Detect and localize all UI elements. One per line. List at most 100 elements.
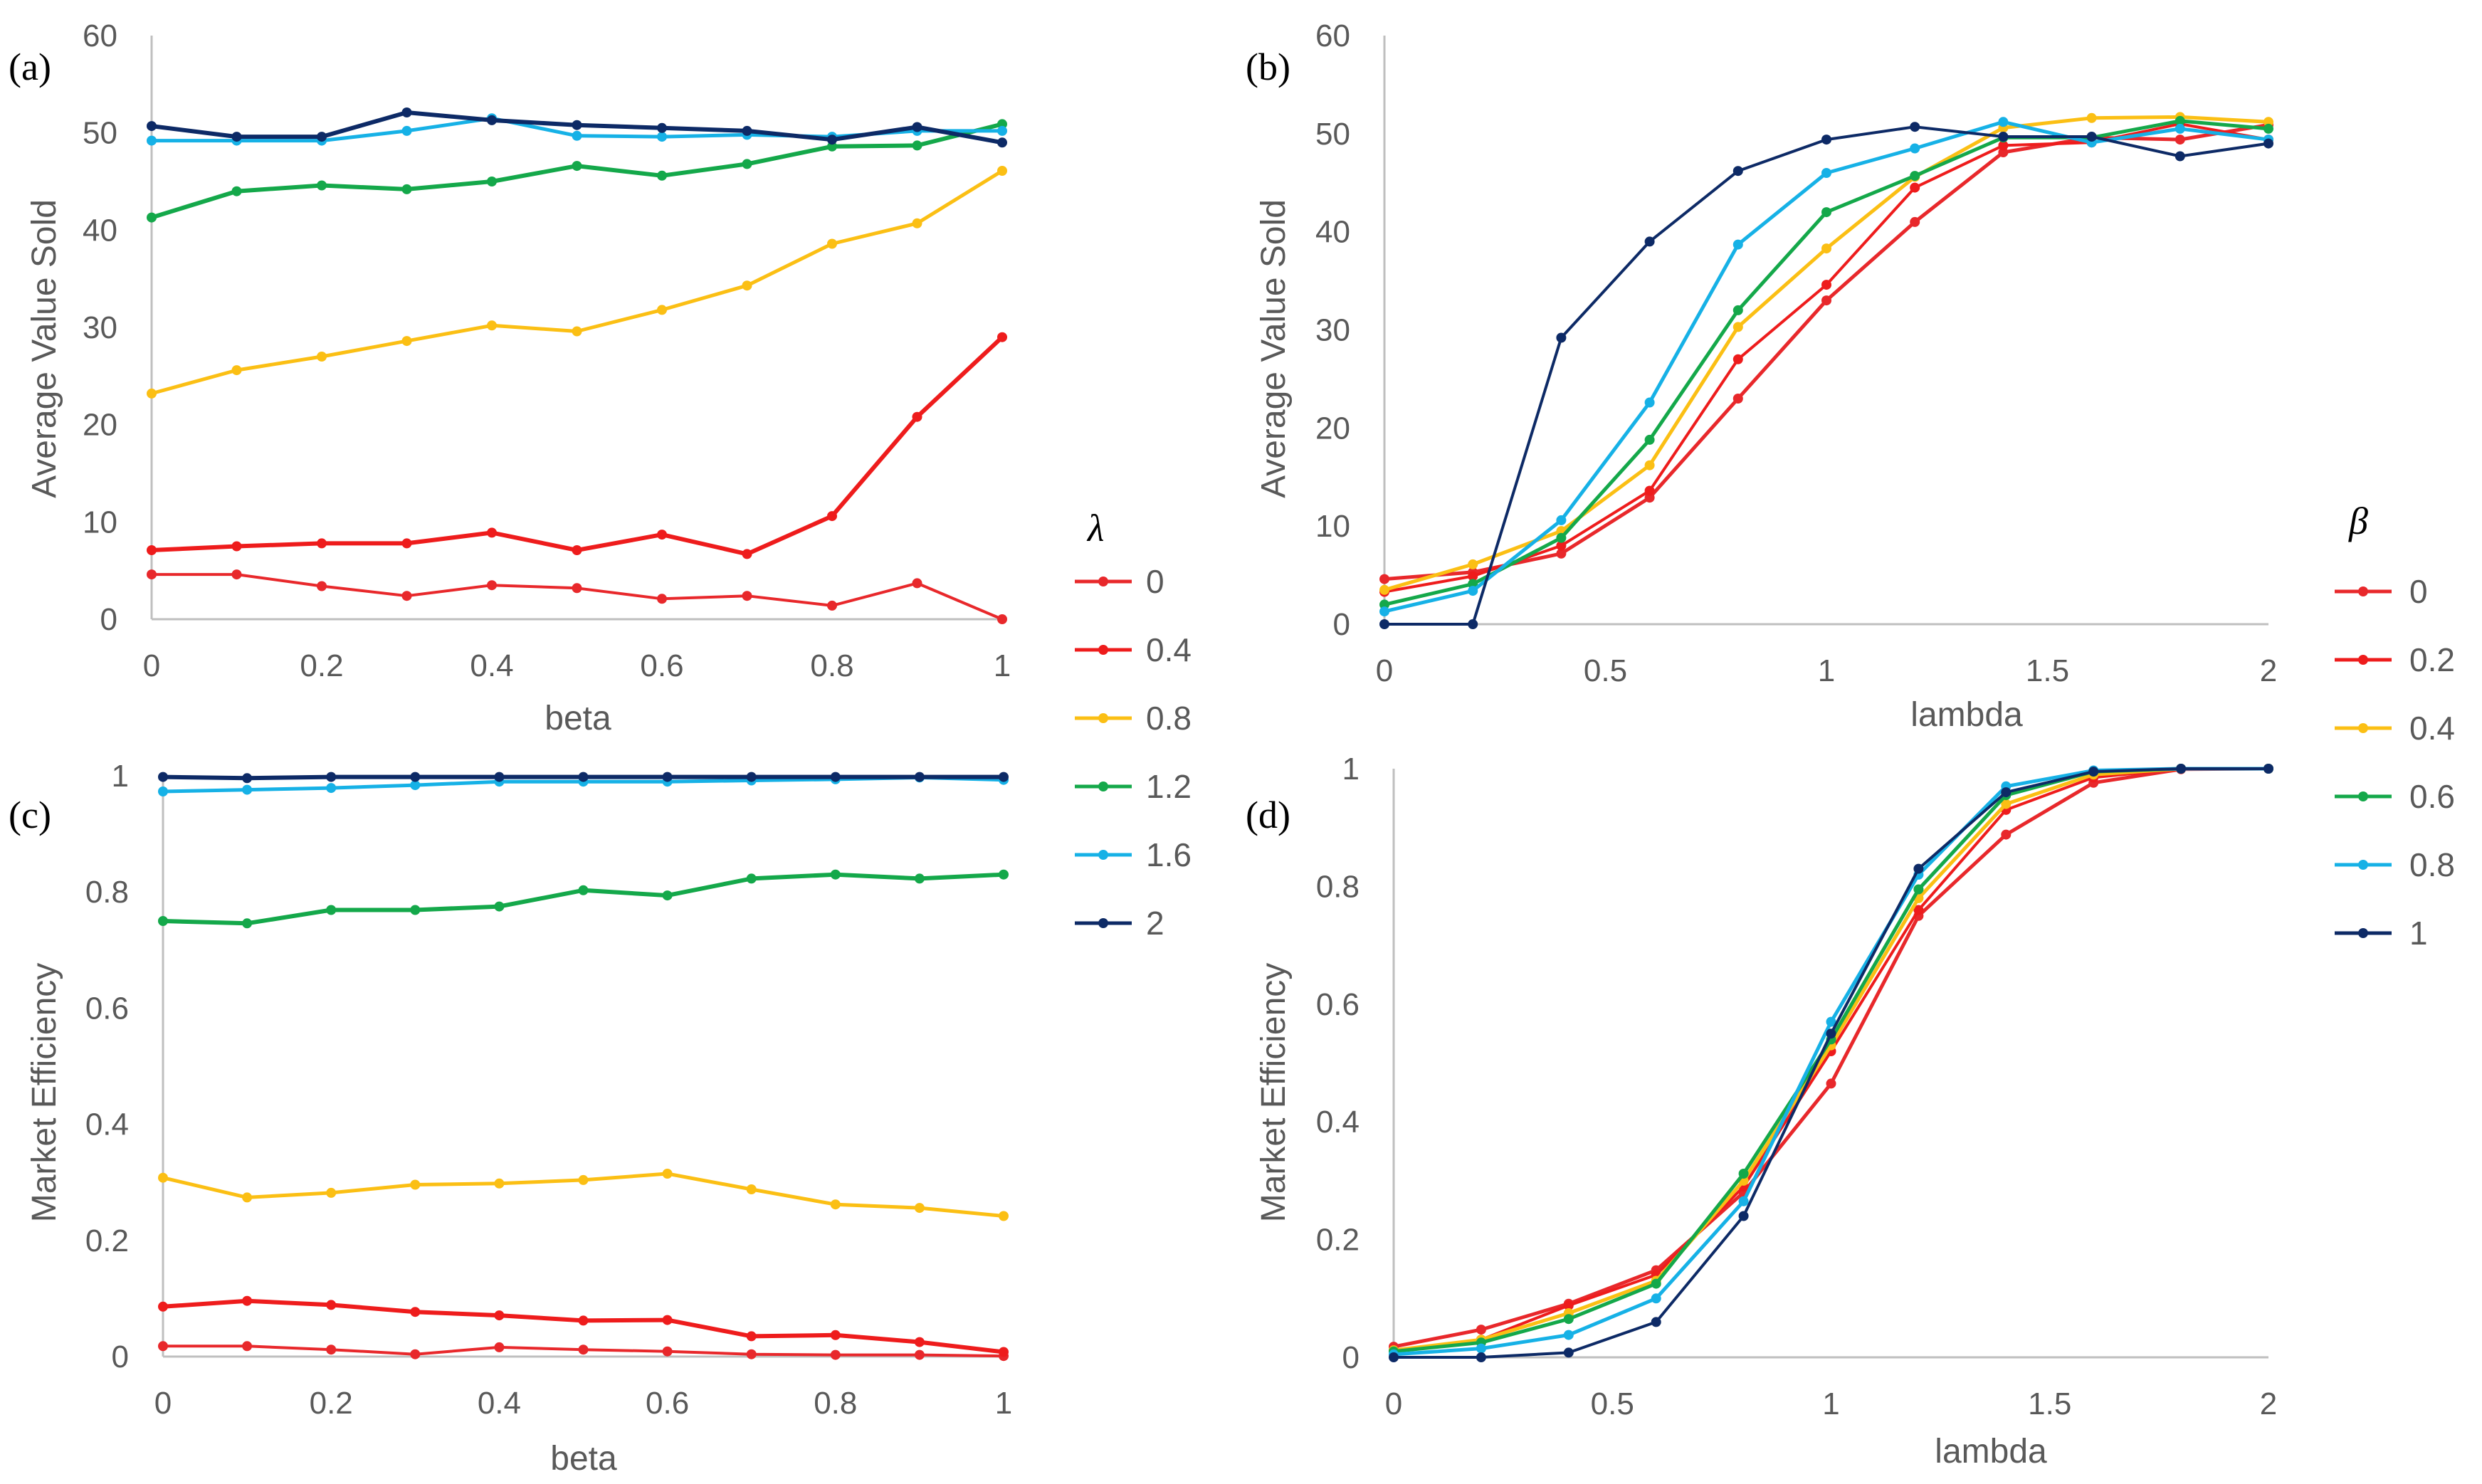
data-point xyxy=(827,141,837,152)
data-point xyxy=(572,161,582,172)
legend-marker xyxy=(1098,645,1108,655)
data-point xyxy=(317,538,327,549)
x-axis-label: lambda xyxy=(1910,696,2023,734)
data-point xyxy=(662,772,673,782)
data-point xyxy=(1468,619,1478,629)
data-point xyxy=(1998,140,2009,151)
x-axis-label: lambda xyxy=(1935,1433,2047,1470)
x-tick-label: 0.6 xyxy=(640,648,683,683)
legend-marker xyxy=(2358,723,2368,733)
data-point xyxy=(410,1179,421,1190)
data-point xyxy=(410,772,421,782)
data-point xyxy=(242,773,253,784)
data-point xyxy=(158,786,168,796)
data-point xyxy=(1556,532,1567,543)
series-line-0.8 xyxy=(151,169,1004,396)
legend-marker xyxy=(2358,928,2368,938)
data-point xyxy=(317,581,327,591)
data-point xyxy=(1644,493,1655,503)
x-tick-label: 0 xyxy=(1376,653,1393,688)
y-tick-label: 1 xyxy=(112,759,129,794)
data-point xyxy=(242,1295,253,1306)
y-tick-label: 0.8 xyxy=(85,875,129,910)
data-point xyxy=(657,594,667,604)
data-point xyxy=(997,166,1007,176)
x-tick-label: 0 xyxy=(154,1386,172,1421)
x-tick-label: 1.5 xyxy=(2028,1386,2071,1421)
data-point xyxy=(158,1172,168,1183)
data-point xyxy=(1732,394,1743,404)
y-tick-label: 60 xyxy=(1315,19,1350,53)
data-point xyxy=(1826,1078,1836,1089)
data-point xyxy=(494,1310,505,1321)
data-point xyxy=(2175,123,2185,134)
data-point xyxy=(231,365,242,376)
x-tick-label: 0 xyxy=(143,648,160,683)
data-point xyxy=(242,784,253,795)
data-point xyxy=(912,411,922,422)
data-point xyxy=(401,107,412,117)
data-point xyxy=(410,1349,421,1359)
x-tick-label: 2 xyxy=(2260,653,2277,688)
data-point xyxy=(1738,1211,1749,1221)
data-point xyxy=(2263,764,2273,774)
series-line-0.2 xyxy=(1393,767,2268,1352)
x-tick-label: 0.2 xyxy=(300,648,343,683)
x-tick-label: 1.5 xyxy=(2026,653,2069,688)
data-point xyxy=(2001,829,2012,840)
data-point xyxy=(999,869,1009,880)
data-point xyxy=(657,132,667,142)
data-point xyxy=(401,336,412,347)
data-point xyxy=(1910,182,1920,193)
data-point xyxy=(326,1187,337,1198)
y-tick-label: 40 xyxy=(1315,215,1350,250)
data-point xyxy=(997,614,1007,624)
legend-marker xyxy=(2358,860,2368,870)
data-point xyxy=(578,1344,589,1355)
panel-label: (b) xyxy=(1246,46,1290,88)
data-point xyxy=(1476,1325,1486,1335)
data-point xyxy=(1732,354,1743,364)
y-tick-label: 20 xyxy=(83,408,117,443)
series-line-0 xyxy=(1384,122,2269,582)
data-point xyxy=(1468,579,1478,589)
data-point xyxy=(657,530,667,540)
data-point xyxy=(1379,619,1389,629)
data-point xyxy=(1998,147,2009,157)
data-point xyxy=(746,1331,757,1342)
data-point xyxy=(2001,799,2012,809)
series-line-1.2 xyxy=(162,872,1004,926)
data-point xyxy=(742,591,752,601)
data-point xyxy=(657,170,667,181)
data-point xyxy=(578,885,589,895)
data-point xyxy=(1826,1016,1836,1027)
data-point xyxy=(830,772,841,782)
data-point xyxy=(1644,485,1655,496)
data-point xyxy=(1379,584,1389,595)
data-point xyxy=(827,511,837,522)
data-point xyxy=(1910,216,1920,227)
legend-entry: 1.2 xyxy=(1146,768,1192,805)
data-point xyxy=(1563,1330,1574,1340)
panel-label: (a) xyxy=(9,46,51,88)
legend-marker xyxy=(1098,850,1108,860)
data-point xyxy=(1468,586,1478,596)
data-point xyxy=(242,1341,253,1352)
data-point xyxy=(746,772,757,782)
x-tick-label: 1 xyxy=(994,648,1011,683)
data-point xyxy=(1389,1352,1399,1362)
data-point xyxy=(1379,599,1389,610)
data-point xyxy=(912,140,922,151)
data-point xyxy=(914,1349,925,1360)
data-point xyxy=(742,280,752,291)
y-tick-label: 60 xyxy=(83,19,117,53)
data-point xyxy=(999,1347,1009,1357)
legend-entry: 0 xyxy=(2409,573,2428,610)
legend-title: β xyxy=(2348,500,2368,542)
data-point xyxy=(572,583,582,594)
data-point xyxy=(830,1199,841,1210)
data-point xyxy=(158,772,168,782)
x-tick-label: 1 xyxy=(1822,1386,1839,1421)
x-tick-label: 0.8 xyxy=(810,648,853,683)
data-point xyxy=(830,1349,841,1360)
